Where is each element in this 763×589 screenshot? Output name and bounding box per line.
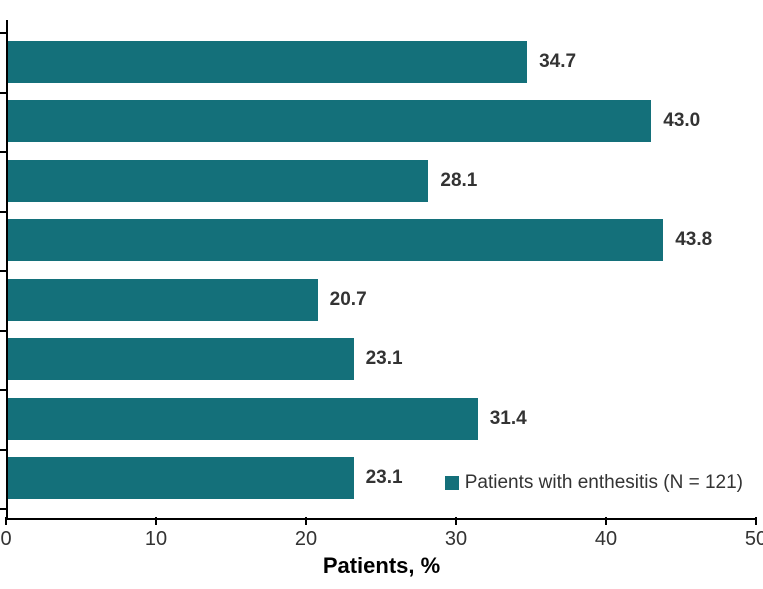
x-tick-label: 40: [595, 528, 617, 551]
y-tick-mark: [0, 330, 6, 332]
bar: [8, 219, 663, 261]
x-tick-mark: [5, 517, 7, 525]
bar: [8, 457, 354, 499]
x-axis-title: Patients, %: [0, 553, 763, 579]
y-tick-mark: [0, 151, 6, 153]
y-tick-mark: [0, 92, 6, 94]
legend-text: Patients with enthesitis (N = 121): [465, 472, 743, 494]
bar: [8, 279, 318, 321]
bar: [8, 41, 527, 83]
bar-value-label: 34.7: [539, 51, 576, 73]
bar-row: 28.1: [8, 160, 756, 202]
x-tick-mark: [455, 517, 457, 525]
bar-value-label: 23.1: [366, 467, 403, 489]
bar-value-label: 23.1: [366, 348, 403, 370]
bar-row: 34.7: [8, 41, 756, 83]
bar-value-label: 43.8: [675, 229, 712, 251]
legend-swatch: [445, 476, 459, 490]
bar: [8, 160, 428, 202]
bar: [8, 338, 354, 380]
y-tick-mark: [0, 32, 6, 34]
y-tick-mark: [0, 270, 6, 272]
x-ticks: 01020304050: [6, 522, 756, 552]
plot-area: 34.7 43.0 28.1 43.8 20.7 23.1 31.4 23.1: [6, 20, 756, 520]
y-tick-mark: [0, 389, 6, 391]
y-tick-mark: [0, 508, 6, 510]
bar-value-label: 20.7: [330, 289, 367, 311]
x-tick-label: 10: [145, 528, 167, 551]
x-tick-label: 0: [0, 528, 11, 551]
bars-group: 34.7 43.0 28.1 43.8 20.7 23.1 31.4 23.1: [8, 20, 756, 520]
bar-value-label: 31.4: [490, 408, 527, 430]
x-tick-label: 20: [295, 528, 317, 551]
bar: [8, 398, 478, 440]
x-tick-mark: [605, 517, 607, 525]
bar-value-label: 43.0: [663, 110, 700, 132]
x-tick-label: 30: [445, 528, 467, 551]
bar-row: 43.0: [8, 100, 756, 142]
y-tick-mark: [0, 449, 6, 451]
bar-row: 31.4: [8, 398, 756, 440]
x-tick-mark: [755, 517, 757, 525]
bar-row: 23.1: [8, 338, 756, 380]
bar-row: 20.7: [8, 279, 756, 321]
legend: Patients with enthesitis (N = 121): [445, 472, 743, 494]
bar-row: 43.8: [8, 219, 756, 261]
y-tick-mark: [0, 211, 6, 213]
x-tick-mark: [305, 517, 307, 525]
x-tick-mark: [155, 517, 157, 525]
bar-chart: 34.7 43.0 28.1 43.8 20.7 23.1 31.4 23.1 0 10 20 30…: [0, 0, 763, 589]
x-tick-label: 50: [745, 528, 763, 551]
bar: [8, 100, 651, 142]
bar-value-label: 28.1: [440, 170, 477, 192]
